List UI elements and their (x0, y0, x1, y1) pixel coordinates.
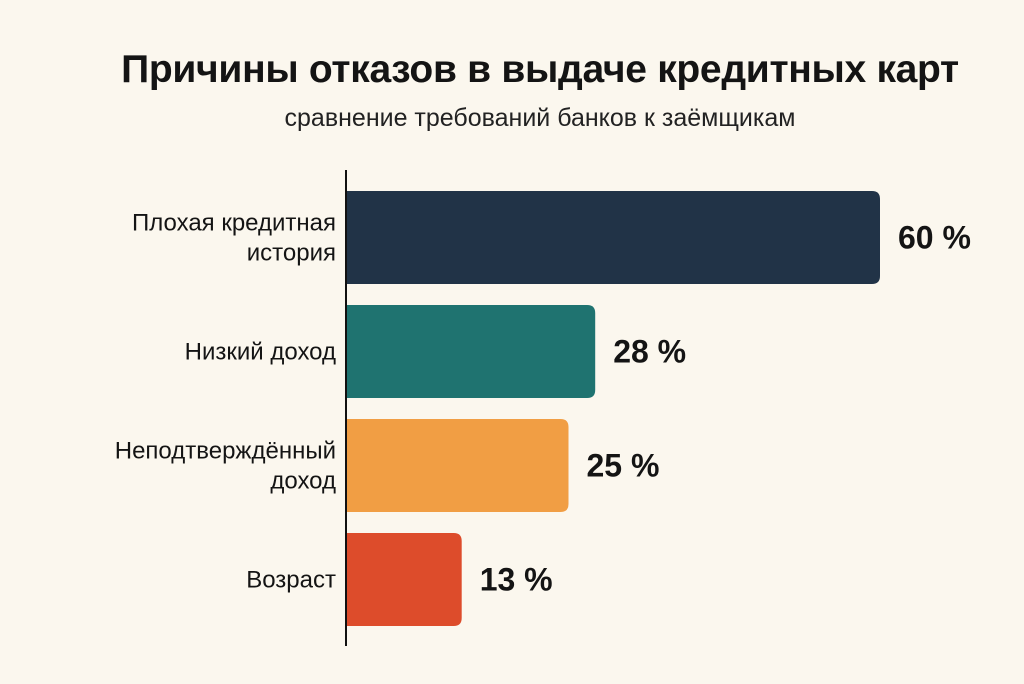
value-label-4: 13 % (480, 562, 553, 598)
chart-title: Причины отказов в выдаче кредитных карт (121, 48, 959, 91)
bar-2 (346, 305, 596, 398)
category-label-1: Плохая кредитная история (132, 210, 336, 267)
bar-4 (346, 533, 462, 626)
value-label-1: 60 % (898, 220, 971, 256)
value-label-2: 28 % (613, 334, 686, 370)
bar-1 (346, 191, 880, 284)
chart-subtitle: сравнение требований банков к заёмщикам (284, 104, 796, 132)
value-label-3: 25 % (587, 448, 660, 484)
category-label-2: Низкий доход (185, 339, 336, 366)
category-label-4: Возраст (246, 567, 336, 594)
bar-3 (346, 419, 569, 512)
category-label-3: Неподтверждённый доход (115, 438, 336, 495)
